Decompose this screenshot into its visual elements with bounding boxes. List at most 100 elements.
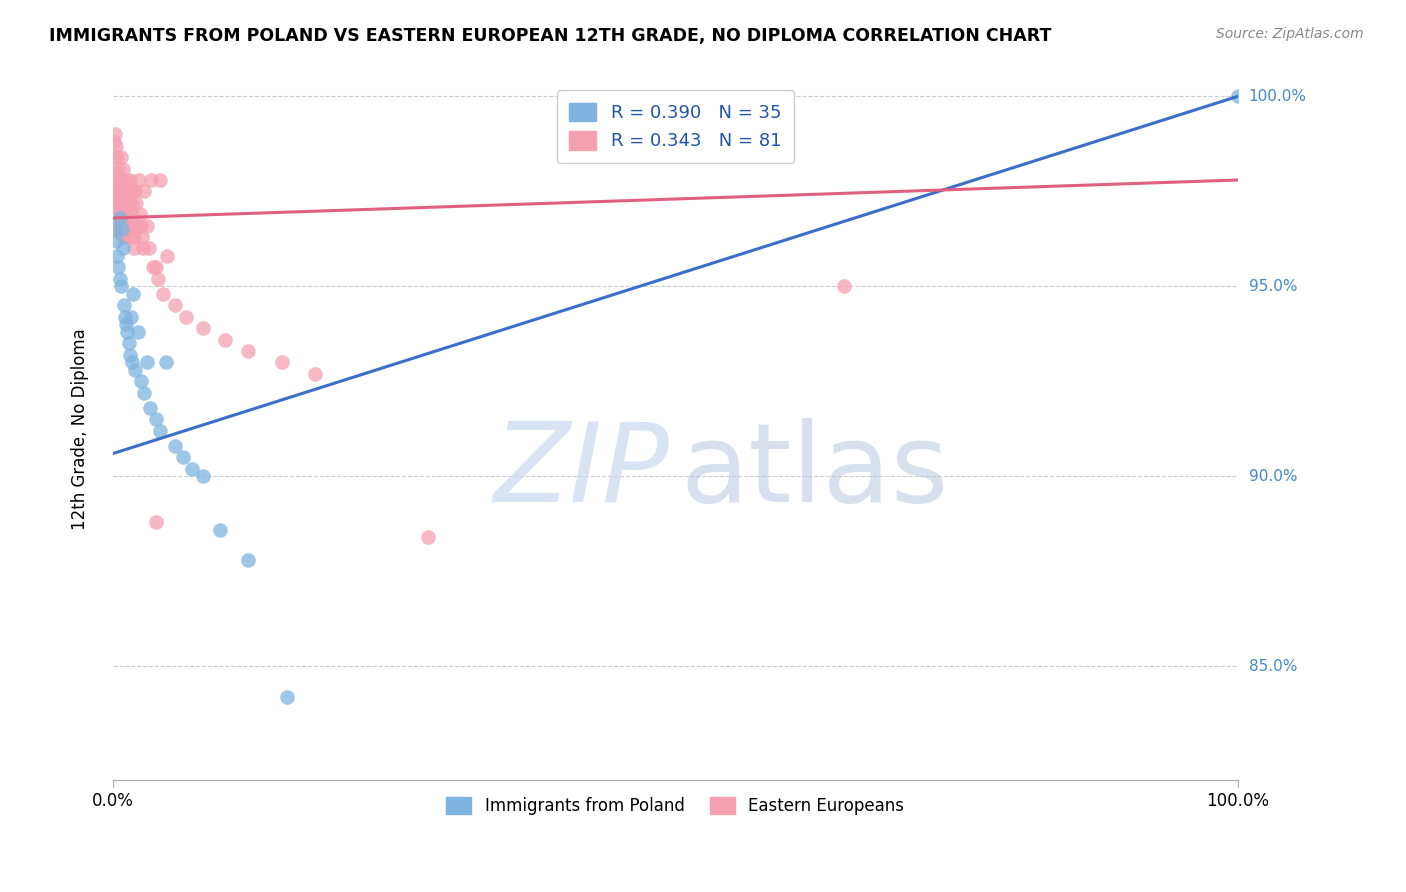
Point (117, 325, 139, 339)
Point (117, 219, 139, 233)
Point (104, 165, 127, 179)
Point (125, 195, 148, 210)
Y-axis label: 12th Grade, No Diploma: 12th Grade, No Diploma (72, 328, 89, 530)
Point (142, 260, 165, 275)
Point (105, 249, 128, 263)
Point (108, 215, 131, 229)
Point (135, 219, 157, 233)
Point (118, 185, 141, 199)
Point (108, 272, 131, 286)
Point (112, 195, 135, 210)
Point (191, 469, 214, 483)
Point (107, 219, 129, 233)
Point (115, 185, 138, 199)
Point (149, 424, 172, 438)
Point (214, 333, 236, 347)
Point (163, 439, 186, 453)
Point (115, 195, 138, 210)
Point (270, 355, 292, 369)
Point (134, 185, 156, 199)
Point (304, 367, 326, 381)
Point (117, 336, 139, 351)
Text: ZIP: ZIP (494, 417, 669, 524)
Point (127, 325, 149, 339)
Point (163, 298, 186, 312)
Point (172, 450, 194, 465)
Point (145, 260, 167, 275)
Point (128, 173, 150, 187)
Point (111, 161, 134, 176)
Point (121, 207, 143, 221)
Point (832, 279, 855, 293)
Point (105, 185, 128, 199)
Point (104, 222, 127, 236)
Point (118, 348, 141, 362)
Point (111, 226, 134, 240)
Point (110, 150, 132, 164)
Point (118, 185, 141, 199)
Point (155, 355, 177, 369)
Point (111, 241, 134, 255)
Point (191, 321, 214, 335)
Point (117, 195, 139, 210)
Point (117, 207, 139, 221)
Point (105, 195, 128, 210)
Text: 95.0%: 95.0% (1249, 279, 1298, 293)
Point (107, 207, 129, 221)
Point (122, 287, 145, 301)
Point (122, 219, 145, 233)
Point (114, 230, 136, 244)
Point (124, 185, 146, 199)
Point (111, 219, 134, 233)
Point (139, 401, 162, 415)
Point (276, 690, 298, 704)
Point (105, 173, 128, 187)
Point (110, 207, 132, 221)
Point (107, 260, 129, 275)
Point (105, 180, 128, 194)
Point (135, 355, 157, 369)
Point (121, 195, 143, 210)
Point (111, 230, 134, 244)
Point (111, 207, 134, 221)
Point (108, 203, 131, 218)
Point (105, 150, 128, 164)
Text: Source: ZipAtlas.com: Source: ZipAtlas.com (1216, 27, 1364, 41)
Point (145, 515, 167, 529)
Point (139, 173, 162, 187)
Point (105, 234, 128, 248)
Text: IMMIGRANTS FROM POLAND VS EASTERN EUROPEAN 12TH GRADE, NO DIPLOMA CORRELATION CH: IMMIGRANTS FROM POLAND VS EASTERN EUROPE… (49, 27, 1052, 45)
Point (105, 192, 128, 206)
Point (114, 219, 136, 233)
Point (236, 343, 259, 358)
Point (110, 279, 132, 293)
Point (107, 161, 129, 176)
Legend: Immigrants from Poland, Eastern Europeans: Immigrants from Poland, Eastern European… (436, 787, 914, 825)
Point (131, 230, 153, 244)
Point (120, 310, 142, 324)
Point (129, 375, 152, 389)
Point (115, 318, 138, 332)
Point (104, 150, 127, 164)
Point (118, 173, 141, 187)
Point (121, 355, 143, 369)
Point (115, 173, 138, 187)
Point (152, 287, 174, 301)
Point (104, 128, 127, 142)
Point (117, 185, 139, 199)
Point (416, 530, 439, 544)
Point (111, 215, 134, 229)
Point (107, 195, 129, 210)
Point (174, 310, 197, 324)
Point (110, 195, 132, 210)
Point (180, 462, 202, 476)
Point (127, 219, 149, 233)
Point (134, 385, 156, 400)
Point (112, 207, 135, 221)
Point (149, 173, 172, 187)
Point (208, 523, 231, 537)
Text: 85.0%: 85.0% (1249, 659, 1296, 673)
Point (110, 185, 132, 199)
Point (104, 177, 127, 191)
Point (1226, 89, 1249, 103)
